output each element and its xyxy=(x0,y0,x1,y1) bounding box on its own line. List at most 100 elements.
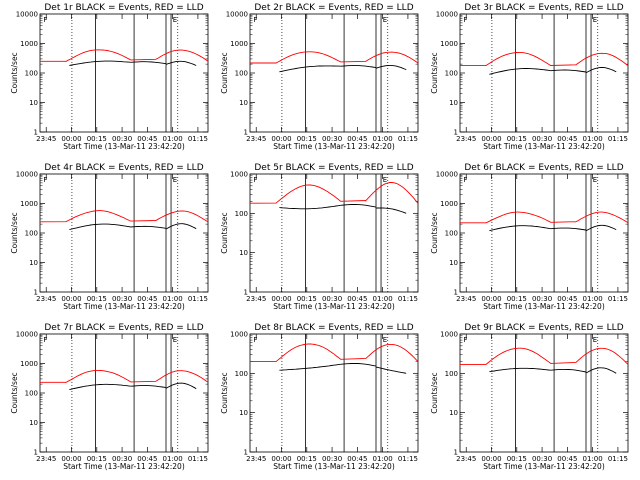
lld-series-line xyxy=(250,51,419,64)
events-series-line xyxy=(550,368,587,373)
x-axis-label: Start Time (13-Mar-11 23:42:20) xyxy=(273,302,395,311)
chart-title: Det 2r BLACK = Events, RED = LLD xyxy=(254,3,413,13)
x-tick-label: 00:45 xyxy=(137,135,157,143)
chart-title: Det 9r BLACK = Events, RED = LLD xyxy=(464,323,623,333)
annotation-label: F xyxy=(463,176,467,184)
x-tick-label: 01:15 xyxy=(608,455,628,463)
events-series-line xyxy=(375,207,407,214)
lld-series-line xyxy=(460,347,629,365)
x-tick-label: 00:45 xyxy=(347,455,367,463)
chart-det-9r: Det 9r BLACK = Events, RED = LLD 1 10 100 10… xyxy=(430,323,629,471)
y-tick-label: 1000 xyxy=(20,360,38,368)
events-series-line xyxy=(340,204,377,208)
x-tick-label: 01:15 xyxy=(608,135,628,143)
x-tick-label: 00:15 xyxy=(507,135,527,143)
x-tick-label: 01:00 xyxy=(583,455,603,463)
x-tick-label: 00:30 xyxy=(322,135,342,143)
x-tick-label: 01:15 xyxy=(608,295,628,303)
y-axis-label: Counts/sec xyxy=(430,372,439,413)
x-tick-label: 23:45 xyxy=(36,135,56,143)
x-tick-label: 01:15 xyxy=(188,455,208,463)
y-tick-label: 100 xyxy=(235,370,248,378)
x-tick-label: 00:15 xyxy=(87,455,107,463)
x-tick-label: 00:00 xyxy=(271,135,291,143)
annotation-label: F xyxy=(43,16,47,24)
chart-title: Det 3r BLACK = Events, RED = LLD xyxy=(464,3,623,13)
y-tick-label: 1000 xyxy=(440,331,458,339)
y-tick-label: 1 xyxy=(454,289,458,297)
chart-det-3r: Det 3r BLACK = Events, RED = LLD 1 10 100 10… xyxy=(430,3,629,151)
x-tick-label: 00:30 xyxy=(112,135,132,143)
events-series-line xyxy=(489,367,551,373)
chart-title: Det 6r BLACK = Events, RED = LLD xyxy=(464,163,623,173)
annotation-label: F xyxy=(463,16,467,24)
plot-frame xyxy=(249,173,419,293)
x-tick-label: 00:30 xyxy=(532,455,552,463)
annotation-label: F xyxy=(253,16,257,24)
y-axis-label: Counts/sec xyxy=(220,212,229,253)
x-axis-label: Start Time (13-Mar-11 23:42:20) xyxy=(483,142,605,151)
plot-frame xyxy=(249,13,419,133)
y-tick-label: 100 xyxy=(445,230,458,238)
x-tick-label: 00:45 xyxy=(557,295,577,303)
chart-det-7r: Det 7r BLACK = Events, RED = LLD 1 10 100 10… xyxy=(10,323,209,471)
chart-title: Det 4r BLACK = Events, RED = LLD xyxy=(44,163,203,173)
x-tick-label: 23:45 xyxy=(246,135,266,143)
x-tick-label: 00:00 xyxy=(271,295,291,303)
x-tick-label: 01:00 xyxy=(373,455,393,463)
x-tick-label: 01:00 xyxy=(373,135,393,143)
x-tick-label: 01:00 xyxy=(373,295,393,303)
x-tick-label: 00:00 xyxy=(61,455,81,463)
x-axis-label: Start Time (13-Mar-11 23:42:20) xyxy=(483,302,605,311)
lld-series-line xyxy=(249,182,419,204)
x-tick-label: 00:45 xyxy=(347,135,367,143)
lld-series-line xyxy=(460,51,629,67)
y-tick-label: 1 xyxy=(34,449,38,457)
y-tick-label: 1000 xyxy=(230,331,248,339)
y-tick-label: 1 xyxy=(244,449,248,457)
annotation-label: F xyxy=(253,176,257,184)
x-axis-label: Start Time (13-Mar-11 23:42:20) xyxy=(273,142,395,151)
events-series-line xyxy=(585,367,617,374)
x-tick-label: 01:00 xyxy=(163,455,183,463)
x-tick-label: 00:00 xyxy=(271,455,291,463)
plot-frame xyxy=(459,173,629,293)
events-series-line xyxy=(489,225,551,232)
y-axis-label: Counts/sec xyxy=(430,212,439,253)
y-axis-label: Counts/sec xyxy=(10,212,19,253)
y-tick-label: 1 xyxy=(454,129,458,137)
lld-series-line xyxy=(39,210,209,223)
y-tick-label: 1000 xyxy=(440,200,458,208)
y-tick-label: 10 xyxy=(239,99,248,107)
events-series-line xyxy=(279,204,341,210)
chart-det-4r: Det 4r BLACK = Events, RED = LLD 1 10 100 10… xyxy=(10,163,209,311)
y-tick-label: 10000 xyxy=(436,11,458,19)
y-tick-label: 100 xyxy=(25,230,38,238)
lld-series-line xyxy=(40,49,209,63)
chart-det-1r: Det 1r BLACK = Events, RED = LLD 1 10 100 10… xyxy=(10,3,209,151)
y-axis-label: Counts/sec xyxy=(430,52,439,93)
plot-frame xyxy=(459,13,629,133)
y-tick-label: 1 xyxy=(454,449,458,457)
y-axis-label: Counts/sec xyxy=(10,372,19,413)
annotation-label: E xyxy=(173,176,177,184)
annotation-label: E xyxy=(383,336,387,344)
x-tick-label: 01:15 xyxy=(398,455,418,463)
x-axis-label: Start Time (13-Mar-11 23:42:20) xyxy=(63,462,185,471)
lld-series-line xyxy=(460,211,629,224)
chart-title: Det 5r BLACK = Events, RED = LLD xyxy=(254,163,413,173)
x-axis-label: Start Time (13-Mar-11 23:42:20) xyxy=(273,462,395,471)
events-series-line xyxy=(165,60,197,66)
x-tick-label: 00:15 xyxy=(507,295,527,303)
y-tick-label: 1000 xyxy=(20,40,38,48)
y-tick-label: 1 xyxy=(244,129,248,137)
y-tick-label: 100 xyxy=(445,70,458,78)
y-tick-label: 10 xyxy=(29,259,38,267)
x-tick-label: 01:00 xyxy=(583,295,603,303)
events-series-line xyxy=(69,383,131,391)
annotation-label: E xyxy=(173,336,177,344)
y-tick-label: 100 xyxy=(235,70,248,78)
events-series-line xyxy=(375,366,407,374)
x-tick-label: 00:30 xyxy=(532,295,552,303)
